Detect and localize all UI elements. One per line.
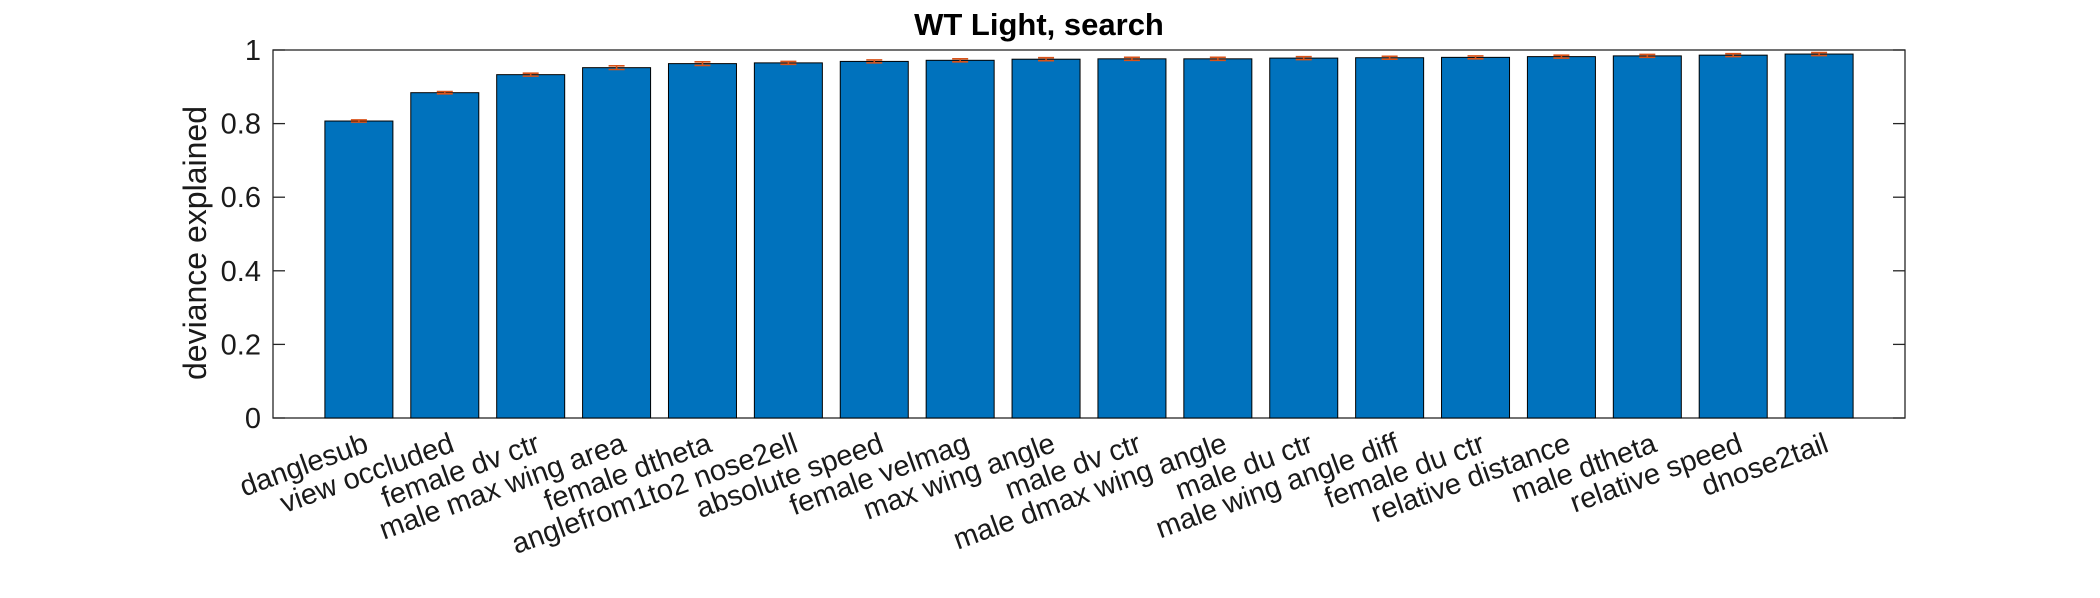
bar [839,60,909,419]
bar [1269,57,1339,419]
y-axis-ticks: 0 0.2 0.4 0.6 0.8 1 [221,35,1905,435]
error-bar [694,60,711,67]
bar [925,59,995,419]
error-bar [1381,55,1398,61]
error-bar [1725,52,1742,58]
error-bar [1811,51,1828,57]
bar [410,92,480,419]
bar [1355,57,1425,419]
error-bar [608,65,625,71]
y-tick-label: 0.8 [221,109,261,141]
y-tick-label: 0.4 [221,256,261,288]
bar [1612,55,1682,419]
bar [667,63,737,419]
bar [1698,54,1768,419]
error-bar [350,119,367,123]
plot-area-box [272,49,1906,419]
bar [1784,53,1854,419]
bar [1097,58,1167,419]
error-bar [1123,56,1140,62]
error-bar [1038,56,1055,62]
y-tick-label: 1 [245,35,261,67]
axes [272,49,1906,419]
y-axis-label: deviance explained [177,106,213,380]
error-bar [952,58,969,63]
bar [1526,56,1596,419]
error-bar [1639,53,1656,59]
error-bar [1209,56,1226,62]
error-bar [1553,54,1570,59]
bar [753,62,823,419]
error-bar [436,90,453,95]
error-bar [1295,55,1312,61]
y-tick-label: 0.2 [221,329,261,361]
bar [324,120,394,419]
error-bar [780,60,797,66]
y-tick-label: 0 [245,403,261,435]
error-bar [1467,55,1484,60]
bar [1183,58,1253,419]
bars [324,53,1854,419]
y-tick-label: 0.6 [221,182,261,214]
bar [1011,58,1081,419]
error-bar [522,72,539,77]
bar [1441,56,1511,419]
error-bar [866,59,883,64]
bar [496,74,566,419]
chart-title: WT Light, search [914,7,1164,42]
bar [582,67,652,419]
error-bars [350,51,1828,123]
